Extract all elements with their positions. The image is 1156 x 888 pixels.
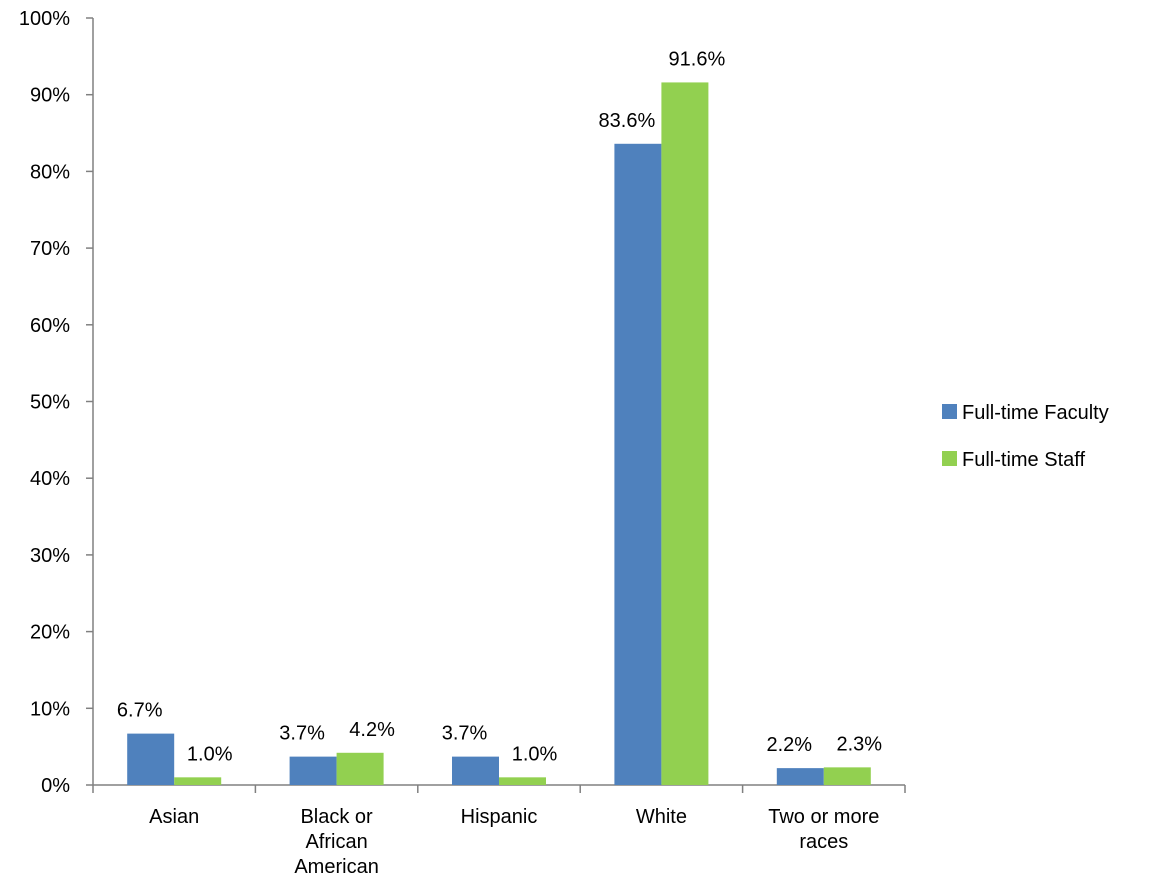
- y-tick-label: 70%: [30, 238, 70, 260]
- bar-staff: [661, 82, 709, 786]
- legend-swatch: [942, 404, 957, 419]
- y-tick-label: 80%: [30, 161, 70, 183]
- x-category-label: Hispanic: [461, 806, 538, 828]
- legend-label: Full-time Faculty: [962, 402, 1109, 424]
- data-label: 2.2%: [767, 734, 813, 756]
- bar-staff: [499, 777, 546, 785]
- bar-faculty: [289, 756, 337, 785]
- x-category-label: White: [636, 806, 687, 828]
- x-category-label: Two or more races: [768, 806, 879, 853]
- y-tick-label: 0%: [41, 775, 70, 797]
- data-label: 83.6%: [599, 110, 656, 132]
- bar-faculty: [776, 768, 824, 785]
- bar-staff: [174, 777, 222, 785]
- data-label: 6.7%: [117, 700, 163, 722]
- data-label: 3.7%: [442, 723, 488, 745]
- data-label: 4.2%: [349, 719, 395, 741]
- x-category-label: Black or African American: [294, 806, 378, 878]
- data-label: 1.0%: [512, 743, 558, 765]
- y-tick-label: 50%: [30, 392, 70, 414]
- y-tick-label: 60%: [30, 315, 70, 337]
- y-tick-label: 100%: [19, 8, 70, 30]
- bar-faculty: [127, 733, 175, 785]
- data-label: 3.7%: [279, 723, 325, 745]
- y-tick-label: 10%: [30, 698, 70, 720]
- x-category-label: Asian: [149, 806, 199, 828]
- y-tick-label: 90%: [30, 85, 70, 107]
- data-label: 2.3%: [837, 733, 883, 755]
- legend-swatch: [942, 451, 957, 466]
- y-tick-label: 20%: [30, 622, 70, 644]
- data-label: 91.6%: [669, 48, 726, 70]
- bar-faculty: [614, 143, 662, 786]
- data-label: 1.0%: [187, 743, 233, 765]
- legend-label: Full-time Staff: [962, 449, 1085, 471]
- bar-staff: [823, 767, 871, 785]
- bar-staff: [336, 752, 384, 785]
- y-tick-label: 40%: [30, 468, 70, 490]
- bar-faculty: [452, 756, 499, 785]
- y-tick-label: 30%: [30, 545, 70, 567]
